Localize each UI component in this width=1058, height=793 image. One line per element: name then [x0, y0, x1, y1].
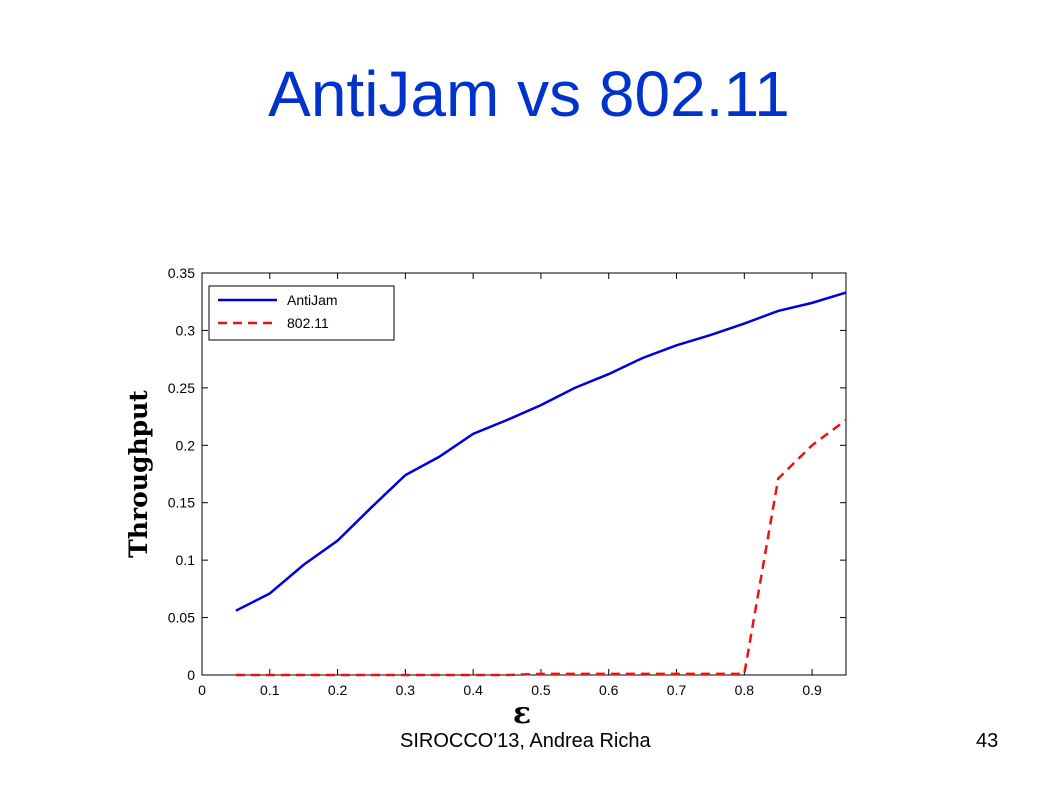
series	[235, 291, 847, 677]
y-tick-label: 0.05	[168, 610, 195, 626]
series-line-0	[235, 291, 847, 612]
x-tick-label: 0.6	[599, 682, 619, 698]
axes: 0 0.1 0.2 0.3 0.4 0.5 0.6 0.7 0.8 0.9 0 0.05 0.1 0.15…	[168, 265, 847, 698]
y-tick-label: 0.15	[168, 495, 195, 511]
x-tick-label: 0	[198, 682, 206, 698]
footer-text: SIROCCO'13, Andrea Richa	[400, 730, 651, 752]
y-tick-label: 0.35	[168, 265, 195, 281]
y-tick-label: 0.3	[176, 322, 196, 338]
x-tick-label: 0.2	[328, 682, 348, 698]
x-tick-label: 0.8	[735, 682, 755, 698]
y-tick-label: 0.1	[176, 552, 196, 568]
x-tick-label: 0.5	[531, 682, 551, 698]
y-tick-label: 0.25	[168, 380, 195, 396]
series-line-1	[235, 419, 847, 677]
y-tick-label: 0	[187, 667, 195, 683]
x-tick-label: 0.7	[667, 682, 687, 698]
x-tick-label: 0.1	[260, 682, 280, 698]
x-tick-label: 0.4	[463, 682, 483, 698]
x-tick-label: 0.9	[802, 682, 822, 698]
legend-box	[208, 285, 395, 341]
y-tick-label: 0.2	[176, 437, 196, 453]
slide-title: AntiJam vs 802.11	[268, 58, 790, 130]
page-number: 43	[976, 730, 999, 752]
legend-label-1: 802.11	[287, 315, 329, 331]
y-axis-label: Throughput	[124, 390, 153, 558]
legend: AntiJam 802.11	[208, 285, 395, 341]
legend-label-0: AntiJam	[287, 292, 338, 308]
x-tick-label: 0.3	[396, 682, 416, 698]
x-axis-label: ε	[513, 696, 531, 731]
